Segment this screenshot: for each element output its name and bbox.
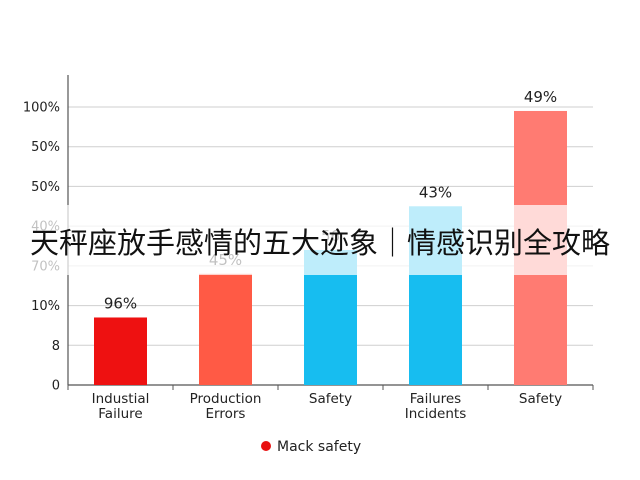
y-tick-label: 0 bbox=[52, 379, 60, 394]
category-label: Failure bbox=[98, 406, 142, 422]
y-tick-label: 50% bbox=[31, 180, 60, 195]
caption-overlay-band bbox=[0, 205, 640, 275]
category-label: Errors bbox=[206, 406, 246, 422]
legend: Mack safety bbox=[261, 439, 361, 455]
data-label: 43% bbox=[419, 183, 452, 201]
y-tick-label: 100% bbox=[23, 101, 60, 116]
y-tick-label: 10% bbox=[31, 299, 60, 314]
data-label: 96% bbox=[104, 294, 137, 312]
bar bbox=[199, 273, 252, 385]
category-label: Production bbox=[190, 391, 262, 407]
category-label: Safety bbox=[309, 391, 352, 407]
legend-label: Mack safety bbox=[277, 439, 361, 455]
bar bbox=[94, 317, 147, 385]
category-label: Failures bbox=[410, 391, 461, 407]
y-tick-label: 8 bbox=[52, 339, 60, 354]
x-tick-marks bbox=[67, 385, 594, 390]
y-tick-label: 50% bbox=[31, 140, 60, 155]
category-label: Industial bbox=[92, 391, 150, 407]
overlay-caption: 天秤座放手感情的五大迹象｜情感识别全攻略 bbox=[29, 226, 610, 260]
data-label: 49% bbox=[524, 88, 557, 106]
category-label: Incidents bbox=[405, 406, 466, 422]
legend-marker bbox=[261, 441, 271, 451]
category-label: Safety bbox=[519, 391, 562, 407]
